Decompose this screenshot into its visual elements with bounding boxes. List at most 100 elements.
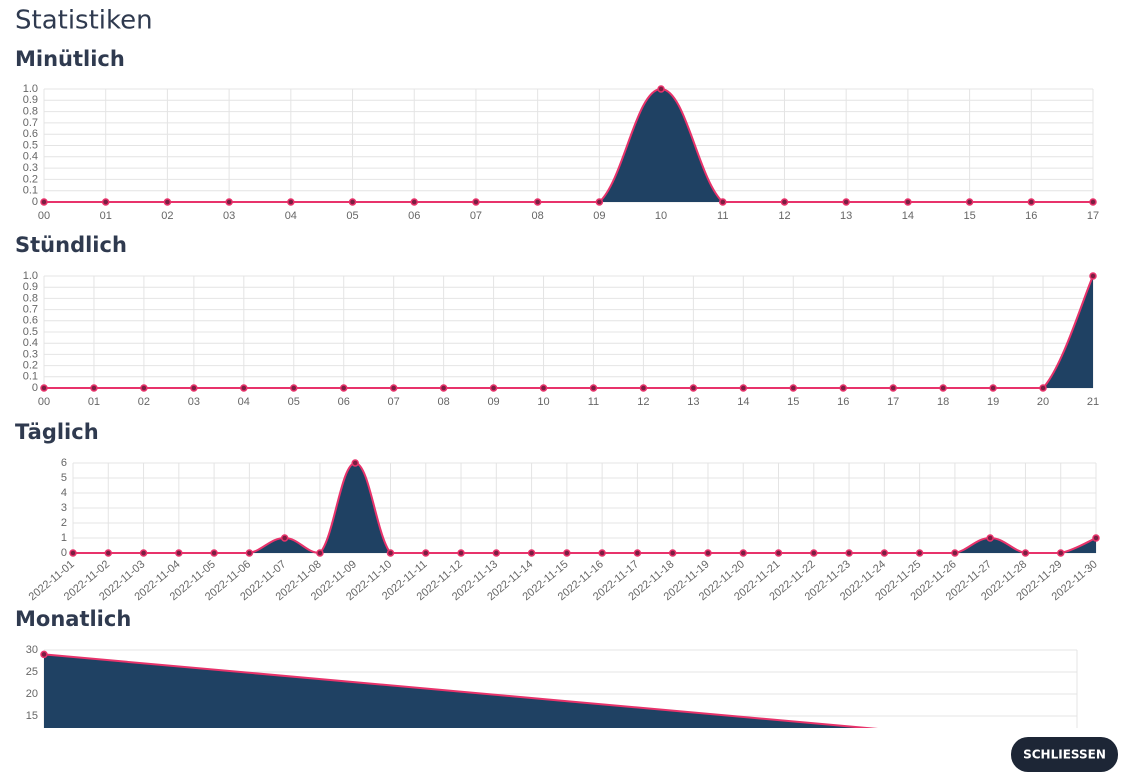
x-tick-label: 01	[100, 210, 112, 222]
y-tick-label: 0.5	[23, 139, 38, 151]
point	[719, 198, 727, 206]
x-tick-label: 05	[288, 396, 300, 408]
y-tick-label: 0	[32, 382, 38, 394]
y-tick-label: 0.4	[23, 151, 38, 163]
x-tick-label: 10	[655, 210, 667, 222]
point	[774, 549, 783, 557]
point	[839, 384, 847, 392]
point	[951, 549, 959, 557]
point	[668, 549, 677, 557]
x-tick-label: 00	[38, 210, 50, 222]
x-tick-label: 03	[188, 396, 200, 408]
button-label[interactable]: SCHLIESSEN	[1023, 748, 1106, 762]
y-tick-label: 25	[26, 666, 38, 678]
x-tick-label: 15	[787, 396, 799, 408]
y-tick-label: 0.6	[23, 128, 38, 140]
page-title: Statistiken	[15, 6, 153, 36]
point	[533, 198, 542, 206]
line	[43, 653, 879, 728]
y-tick-label: 1.0	[23, 270, 38, 282]
x-tick-label: 00	[38, 396, 50, 408]
point	[989, 384, 997, 392]
point	[1089, 272, 1097, 280]
x-tick-label: 18	[937, 396, 949, 408]
x-tick-label: 12	[637, 396, 649, 408]
point	[1056, 549, 1065, 557]
y-tick-label: 0	[32, 196, 38, 208]
point	[1039, 384, 1047, 392]
y-tick-label: 0	[61, 547, 67, 559]
point	[889, 384, 897, 392]
point	[280, 534, 289, 542]
x-tick-label: 14	[737, 396, 749, 408]
point	[348, 198, 357, 206]
chart: 00.10.20.30.40.50.60.70.80.91.0 00 01 02 03 0…	[23, 270, 1099, 408]
x-tick-label: 07	[388, 396, 400, 408]
y-tick-label: 0.3	[23, 162, 38, 174]
x-tick-label: 06	[408, 210, 420, 222]
x-tick-label: 09	[487, 396, 499, 408]
area	[73, 463, 1096, 553]
y-tick-label: 0.2	[23, 360, 38, 372]
x-tick-label: 07	[470, 210, 482, 222]
point	[40, 198, 48, 206]
point	[439, 384, 448, 392]
y-tick-label: 0.1	[23, 185, 38, 197]
x-tick-label: 05	[346, 210, 358, 222]
point	[595, 198, 604, 206]
point	[190, 384, 198, 392]
point	[489, 384, 498, 392]
point	[739, 549, 747, 557]
point	[563, 549, 571, 557]
point	[422, 549, 430, 557]
point	[704, 549, 712, 557]
point	[598, 549, 606, 557]
x-tick-label: 15	[963, 210, 975, 222]
x-tick-label: 04	[285, 210, 297, 222]
point	[842, 198, 850, 206]
point	[210, 549, 218, 557]
point	[104, 549, 113, 557]
y-tick-label: 0.9	[23, 281, 38, 293]
y-tick-label: 0.7	[23, 117, 38, 129]
x-tick-label: 17	[887, 396, 899, 408]
point	[40, 650, 48, 659]
x-tick-label: 16	[1025, 210, 1037, 222]
chart: 01234562022-11-012022-11-022022-11-03202…	[27, 457, 1100, 603]
point	[69, 549, 77, 557]
y-tick-label: 0.8	[23, 106, 38, 118]
point	[880, 549, 889, 557]
point	[845, 549, 853, 557]
x-tick-label: 01	[88, 396, 100, 408]
point	[410, 198, 418, 206]
close-button[interactable]: SCHLIESSEN	[1011, 737, 1118, 772]
point	[965, 198, 974, 206]
x-tick-label: 13	[840, 210, 852, 222]
y-tick-label: 0.3	[23, 348, 38, 360]
point	[633, 549, 642, 557]
point	[139, 549, 148, 557]
button-bg[interactable]	[1011, 737, 1118, 772]
y-tick-label: 6	[61, 457, 67, 469]
y-tick-label: 0.7	[23, 304, 38, 316]
point	[225, 198, 233, 206]
x-tick-label: 21	[1087, 396, 1099, 408]
point	[1089, 198, 1097, 206]
point	[389, 384, 398, 392]
chart-title: Monatlich	[15, 607, 131, 631]
point	[810, 549, 818, 557]
point	[175, 549, 183, 557]
y-tick-label: 0.9	[23, 94, 38, 106]
point	[915, 549, 924, 557]
point	[287, 198, 295, 206]
x-tick-label: 09	[593, 210, 605, 222]
point	[939, 384, 947, 392]
chart-title: Minütlich	[15, 47, 125, 71]
x-tick-label: 02	[138, 396, 150, 408]
point	[657, 85, 665, 93]
point	[780, 198, 789, 206]
x-tick-label: 08	[532, 210, 544, 222]
point	[351, 459, 359, 467]
x-tick-label: 08	[437, 396, 449, 408]
